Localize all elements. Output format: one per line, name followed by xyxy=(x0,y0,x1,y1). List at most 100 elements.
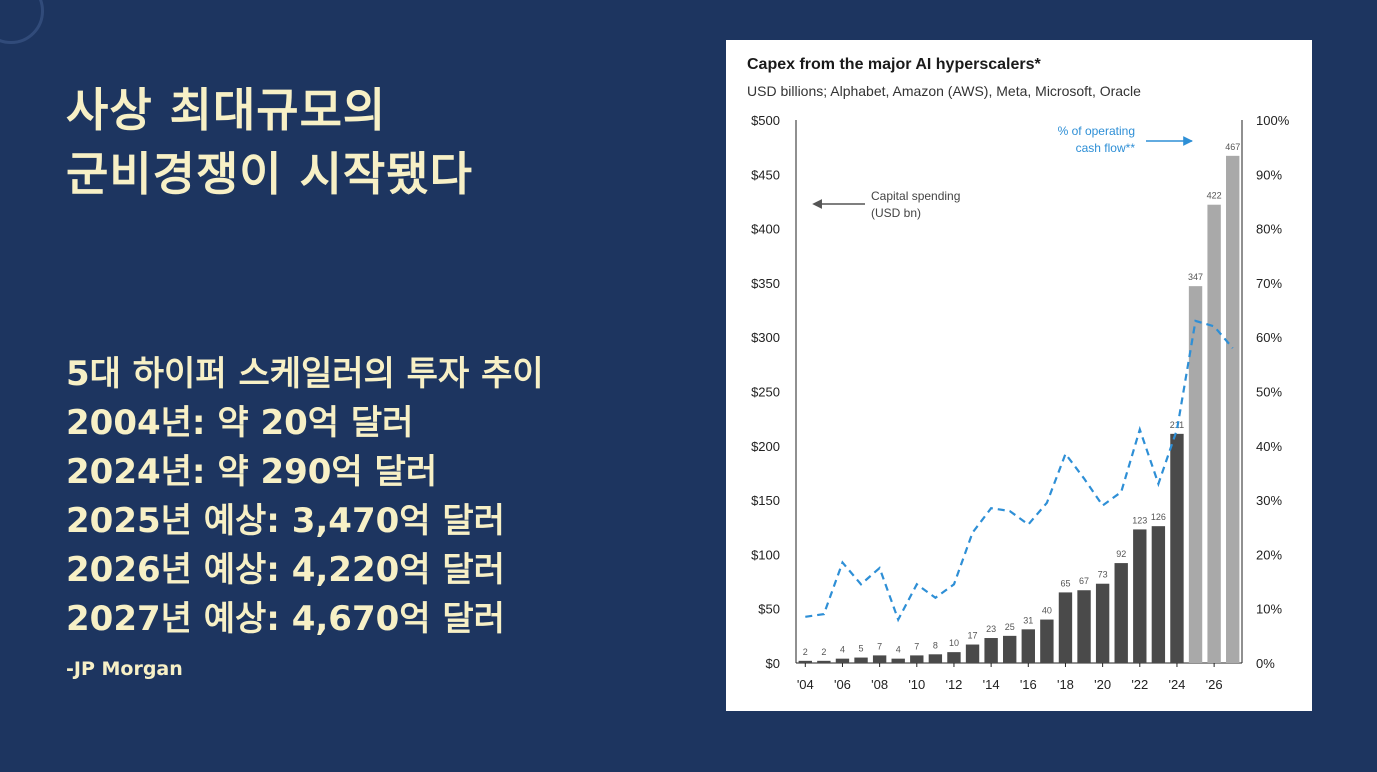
y-tick-label: $100 xyxy=(751,547,780,562)
bar-data-label: 422 xyxy=(1207,191,1222,201)
summary-2027: 2027년 예상: 4,670억 달러 xyxy=(66,599,505,639)
bar-data-label: 126 xyxy=(1151,512,1166,522)
bar xyxy=(1058,592,1073,663)
bar-data-label: 7 xyxy=(877,641,882,651)
bar-data-label: 40 xyxy=(1042,606,1052,616)
cash-flow-annotation: % of operating xyxy=(1058,124,1135,138)
slide-title: 사상 최대규모의 군비경쟁이 시작됐다 xyxy=(66,78,473,206)
x-tick-label: '08 xyxy=(871,677,888,692)
summary-2004: 2004년: 약 20억 달러 xyxy=(66,403,414,443)
bar-data-label: 10 xyxy=(949,638,959,648)
bar-data-label: 67 xyxy=(1079,576,1089,586)
capex-chart: Capex from the major AI hyperscalers* US… xyxy=(726,40,1312,711)
x-tick-label: '22 xyxy=(1131,677,1148,692)
bar-data-label: 8 xyxy=(933,640,938,650)
capital-spending-annotation: Capital spending xyxy=(871,189,960,203)
bar-data-label: 347 xyxy=(1188,272,1203,282)
y-tick-label: $300 xyxy=(751,330,780,345)
bar xyxy=(854,657,868,663)
y2-tick-label: 0% xyxy=(1256,656,1275,671)
capex-summary: 5대 하이퍼 스케일러의 투자 추이 2004년: 약 20억 달러 2024년… xyxy=(66,350,544,644)
summary-2025: 2025년 예상: 3,470억 달러 xyxy=(66,501,505,541)
y-tick-label: $450 xyxy=(751,167,780,182)
y-tick-label: $150 xyxy=(751,493,780,508)
bar xyxy=(1151,526,1166,663)
bar xyxy=(1077,590,1091,663)
y-tick-label: $50 xyxy=(758,602,780,617)
bar-data-label: 92 xyxy=(1116,549,1126,559)
x-tick-label: '16 xyxy=(1020,677,1037,692)
cash-flow-annotation-2: cash flow** xyxy=(1076,141,1136,155)
x-tick-label: '26 xyxy=(1206,677,1223,692)
capital-spending-annotation-unit: (USD bn) xyxy=(871,206,921,220)
bar xyxy=(872,655,887,663)
bar xyxy=(891,658,905,663)
x-tick-label: '18 xyxy=(1057,677,1074,692)
bar-data-label: 2 xyxy=(821,647,826,657)
bar xyxy=(1188,286,1203,663)
x-tick-label: '10 xyxy=(908,677,925,692)
bar xyxy=(1021,629,1035,663)
x-tick-label: '06 xyxy=(834,677,851,692)
bar xyxy=(947,652,961,663)
x-tick-label: '04 xyxy=(797,677,814,692)
source-note: -JP Morgan xyxy=(66,658,183,680)
y2-tick-label: 100% xyxy=(1256,113,1290,128)
bar-data-label: 73 xyxy=(1098,570,1108,580)
bar-data-label: 467 xyxy=(1225,142,1240,152)
y2-tick-label: 90% xyxy=(1256,167,1282,182)
bar-data-label: 4 xyxy=(896,645,901,655)
bar xyxy=(1114,563,1128,663)
bar-data-label: 4 xyxy=(840,645,845,655)
bar-data-label: 23 xyxy=(986,624,996,634)
bar xyxy=(798,660,812,663)
y-tick-label: $250 xyxy=(751,385,780,400)
bar xyxy=(1207,204,1221,663)
bar xyxy=(928,654,943,663)
y-tick-label: $200 xyxy=(751,439,780,454)
y2-tick-label: 50% xyxy=(1256,385,1282,400)
y2-tick-label: 10% xyxy=(1256,602,1282,617)
y-tick-label: $0 xyxy=(766,656,780,671)
bar-data-label: 123 xyxy=(1132,515,1147,525)
bar-data-label: 65 xyxy=(1060,578,1070,588)
bar xyxy=(1170,433,1184,663)
bar xyxy=(1095,583,1110,663)
y-tick-label: $400 xyxy=(751,222,780,237)
x-tick-label: '20 xyxy=(1094,677,1111,692)
summary-heading: 5대 하이퍼 스케일러의 투자 추이 xyxy=(66,354,544,394)
bar-data-label: 31 xyxy=(1023,615,1033,625)
bar xyxy=(817,660,831,663)
bar xyxy=(1133,529,1147,663)
bar xyxy=(1226,155,1240,663)
title-line-2: 군비경쟁이 시작됐다 xyxy=(66,147,473,201)
y2-tick-label: 20% xyxy=(1256,547,1282,562)
bar-data-label: 25 xyxy=(1005,622,1015,632)
cash-flow-line xyxy=(805,319,1234,623)
y2-tick-label: 60% xyxy=(1256,330,1282,345)
chart-plot: $0 $50 $100 $150 $200 $250 $300 $350 $400 $450 $50… xyxy=(751,113,1290,692)
corner-logo xyxy=(0,0,44,44)
y2-tick-label: 70% xyxy=(1256,276,1282,291)
x-tick-label: '14 xyxy=(983,677,1000,692)
summary-2024: 2024년: 약 290억 달러 xyxy=(66,452,438,492)
bar-data-label: 2 xyxy=(803,647,808,657)
x-tick-label: '12 xyxy=(945,677,962,692)
y2-tick-label: 80% xyxy=(1256,222,1282,237)
bar xyxy=(965,644,980,663)
bar xyxy=(910,655,924,663)
bar xyxy=(1003,635,1017,663)
bar xyxy=(1040,619,1054,663)
title-line-1: 사상 최대규모의 xyxy=(66,83,387,137)
y2-tick-label: 40% xyxy=(1256,439,1282,454)
bar xyxy=(984,638,998,663)
bar xyxy=(835,658,850,663)
chart-title: Capex from the major AI hyperscalers* xyxy=(747,56,1041,73)
chart-subtitle: USD billions; Alphabet, Amazon (AWS), Me… xyxy=(747,83,1141,99)
y-tick-label: $350 xyxy=(751,276,780,291)
y2-tick-label: 30% xyxy=(1256,493,1282,508)
bar-data-label: 17 xyxy=(968,631,978,641)
x-tick-label: '24 xyxy=(1168,677,1185,692)
summary-2026: 2026년 예상: 4,220억 달러 xyxy=(66,550,505,590)
y-tick-label: $500 xyxy=(751,113,780,128)
